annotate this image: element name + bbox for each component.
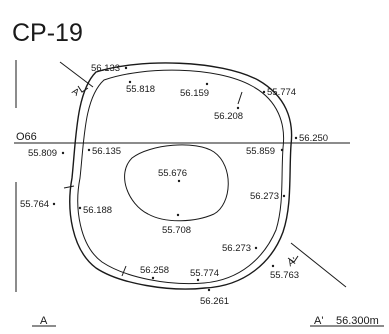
svg-text:55.774: 55.774 [190, 268, 219, 279]
section-end-value: 56.300m [336, 315, 379, 327]
spot-elevation: 56.250 [294, 133, 328, 144]
section-arrow-line-bottom [290, 242, 347, 288]
spot-elevation: 55.708 [162, 213, 191, 236]
svg-text:55.809: 55.809 [28, 148, 57, 159]
svg-text:56.261: 56.261 [200, 296, 229, 307]
contour-label: O66 [16, 131, 37, 143]
spot-elevation: 55.676 [158, 168, 187, 183]
spot-elevation: 55.774 [262, 87, 296, 98]
spot-elevation: 55.764 [20, 199, 56, 210]
svg-text:56.133: 56.133 [91, 63, 120, 74]
spot-elevation: 56.188 [78, 205, 112, 216]
spot-elevation: 55.774 [190, 268, 219, 282]
svg-text:55.708: 55.708 [162, 225, 191, 236]
section-arrow-label-top: A [70, 86, 82, 99]
tick-mark [121, 265, 127, 277]
svg-text:56.258: 56.258 [140, 265, 169, 276]
spot-elevation: 56.133 [91, 63, 128, 74]
section-end-label: A' [314, 315, 323, 327]
spot-elevation: 56.159 [180, 82, 209, 99]
section-start-label: A [40, 315, 48, 327]
spot-elevation: 56.273 [222, 243, 258, 254]
tick-mark [237, 91, 243, 105]
svg-text:55.764: 55.764 [20, 199, 49, 210]
outer-contour [69, 62, 293, 290]
svg-text:55.763: 55.763 [270, 270, 299, 281]
spot-elevation: 55.763 [270, 264, 299, 281]
tick-mark [63, 185, 75, 189]
depression-contour [124, 144, 229, 222]
spot-elevation: 56.261 [200, 288, 229, 307]
inner-contour [77, 69, 285, 285]
section-arrow-head-bottom [287, 255, 299, 263]
svg-text:56.273: 56.273 [250, 191, 279, 202]
spot-elevation: 55.818 [126, 80, 155, 95]
svg-text:55.774: 55.774 [267, 87, 296, 98]
svg-text:56.208: 56.208 [214, 111, 243, 122]
svg-text:56.273: 56.273 [222, 243, 251, 254]
svg-text:56.135: 56.135 [92, 146, 121, 157]
spot-elevation: 56.135 [87, 146, 121, 157]
spot-elevation: 55.809 [28, 148, 65, 159]
spot-elevation: 56.208 [214, 106, 243, 122]
svg-text:55.676: 55.676 [158, 168, 187, 179]
plan-title: CP-19 [12, 19, 83, 47]
svg-text:56.159: 56.159 [180, 88, 209, 99]
svg-text:56.250: 56.250 [299, 133, 328, 144]
svg-text:56.188: 56.188 [83, 205, 112, 216]
spot-elevation: 56.258 [140, 265, 169, 280]
svg-text:55.818: 55.818 [126, 84, 155, 95]
spot-elevation: 56.273 [250, 191, 286, 202]
svg-text:55.859: 55.859 [246, 146, 275, 157]
spot-elevation: 55.859 [246, 146, 284, 157]
